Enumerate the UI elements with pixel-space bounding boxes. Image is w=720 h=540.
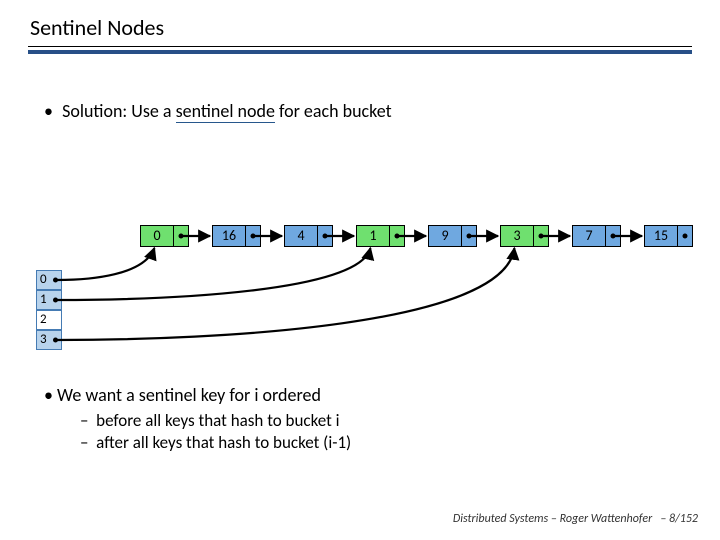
- footer-author: Roger Wattenhofer: [560, 512, 653, 526]
- footer: Distributed Systems – Roger Wattenhofer …: [453, 512, 698, 526]
- footer-page: 8/152: [669, 512, 698, 526]
- pointer-dot: [611, 234, 616, 239]
- list-node: 9: [428, 225, 477, 247]
- bucket-cell: 1: [36, 290, 62, 310]
- node-next: [318, 226, 332, 246]
- bucket-cell: 3: [36, 330, 62, 350]
- node-value: 16: [213, 226, 246, 246]
- pointer-dot: [53, 298, 58, 303]
- pointer-dot: [251, 234, 256, 239]
- node-value: 7: [573, 226, 606, 246]
- arrow: [57, 248, 370, 300]
- sub1-text: before all keys that hash to bucket i: [96, 410, 339, 431]
- arrow: [57, 248, 514, 340]
- node-value: 4: [285, 226, 318, 246]
- node-next: [462, 226, 476, 246]
- bullet-solution: • Solution: Use a sentinel node for each…: [44, 100, 392, 122]
- node-value: 0: [141, 226, 174, 246]
- list-node: 15: [644, 225, 693, 247]
- node-next: [534, 226, 548, 246]
- slide-title: Sentinel Nodes: [30, 14, 164, 41]
- arrow-layer: [0, 0, 720, 540]
- node-value: 9: [429, 226, 462, 246]
- bullet1-prefix: Solution: Use a: [62, 100, 176, 122]
- bullet2-text: We want a sentinel key for i ordered: [57, 384, 321, 406]
- list-node: 4: [284, 225, 333, 247]
- node-value: 15: [645, 226, 678, 246]
- pointer-dot: [539, 234, 544, 239]
- subbullet-before: – before all keys that hash to bucket i: [80, 410, 340, 431]
- bullet-dot: •: [44, 384, 53, 406]
- node-next: [678, 226, 692, 246]
- title-rule-thin: [28, 46, 692, 47]
- footer-course: Distributed Systems: [453, 512, 548, 526]
- subbullet-after: – after all keys that hash to bucket (i-…: [80, 432, 351, 453]
- bucket-cell: 2: [36, 310, 62, 330]
- node-next: [606, 226, 620, 246]
- node-value: 1: [357, 226, 390, 246]
- arrow: [57, 248, 154, 280]
- bullet-dot: •: [44, 100, 58, 122]
- node-next: [174, 226, 188, 246]
- pointer-dot: [323, 234, 328, 239]
- list-node: 3: [500, 225, 549, 247]
- node-next: [246, 226, 260, 246]
- pointer-dot: [53, 278, 58, 283]
- node-next: [390, 226, 404, 246]
- list-node: 7: [572, 225, 621, 247]
- pointer-dot: [53, 338, 58, 343]
- sub2-text: after all keys that hash to bucket (i-1): [96, 432, 351, 453]
- bucket-cell: 0: [36, 270, 62, 290]
- title-rule-thick: [28, 50, 692, 54]
- pointer-dot: [179, 234, 184, 239]
- list-node: 0: [140, 225, 189, 247]
- bullet1-underlined: sentinel node: [176, 100, 275, 123]
- bullet-want: • We want a sentinel key for i ordered: [44, 384, 321, 406]
- pointer-dot: [467, 234, 472, 239]
- bucket-table: 0123: [36, 270, 62, 350]
- pointer-dot: [395, 234, 400, 239]
- list-node: 1: [356, 225, 405, 247]
- list-node: 16: [212, 225, 261, 247]
- bullet1-suffix: for each bucket: [275, 100, 392, 122]
- footer-sep: –: [548, 512, 559, 526]
- pointer-dot: [683, 234, 688, 239]
- node-value: 3: [501, 226, 534, 246]
